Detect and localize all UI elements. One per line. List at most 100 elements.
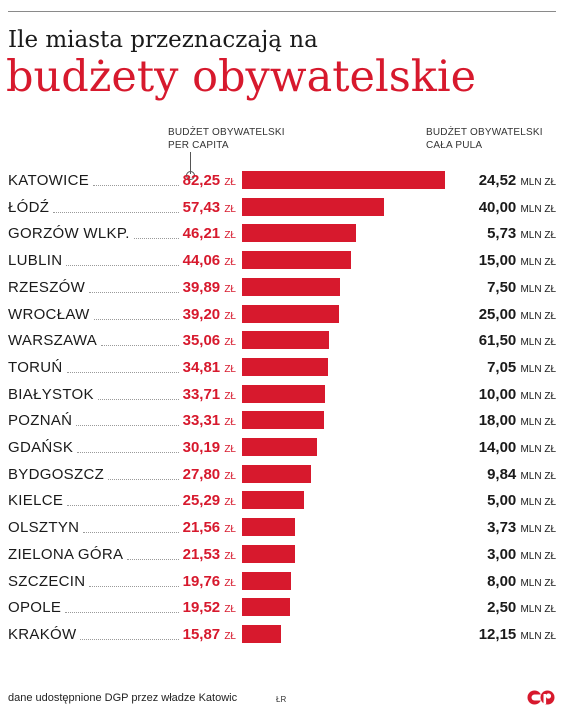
title-line-2: budżety obywatelskie bbox=[6, 52, 477, 102]
bar bbox=[242, 197, 384, 216]
total-value: 7,05 MLN ZŁ bbox=[487, 358, 556, 376]
author-credit: ŁR bbox=[276, 695, 287, 704]
total-unit: MLN ZŁ bbox=[520, 177, 556, 188]
table-row: BYDGOSZCZ 27,80 ZŁ 9,84 MLN ZŁ bbox=[0, 463, 562, 489]
per-capita-value: 57,43 ZŁ bbox=[182, 198, 236, 216]
city-label: LUBLIN bbox=[8, 252, 63, 270]
city-label: ŁÓDŹ bbox=[8, 198, 50, 216]
total-unit: MLN ZŁ bbox=[520, 283, 556, 295]
per-capita-unit: ZŁ bbox=[224, 470, 236, 482]
per-capita-value: 27,80 ZŁ bbox=[182, 465, 236, 483]
bar bbox=[242, 251, 351, 270]
per-capita-header-line-2: PER CAPITA bbox=[168, 140, 229, 151]
table-row: BIAŁYSTOK 33,71 ZŁ 10,00 MLN ZŁ bbox=[0, 383, 562, 409]
total-header-line-2: CAŁA PULA bbox=[426, 140, 483, 151]
total-unit: MLN ZŁ bbox=[520, 630, 556, 642]
total-unit: MLN ZŁ bbox=[520, 444, 556, 455]
publisher-logo-icon bbox=[527, 690, 555, 705]
total-unit: MLN ZŁ bbox=[520, 310, 556, 322]
total-value: 2,50 MLN ZŁ bbox=[487, 599, 556, 617]
total-value: 24,52 MLN ZŁ bbox=[478, 172, 556, 189]
total-header-line-1: BUDŻET OBYWATELSKI bbox=[426, 127, 543, 138]
per-capita-unit: ZŁ bbox=[224, 524, 236, 536]
leader-dots bbox=[83, 532, 179, 534]
per-capita-header: BUDŻET OBYWATELSKI PER CAPITA bbox=[168, 126, 285, 152]
total-value: 40,00 MLN ZŁ bbox=[478, 198, 556, 216]
leader-dots bbox=[76, 425, 179, 427]
city-label: BIAŁYSTOK bbox=[8, 385, 94, 403]
leader-dots bbox=[67, 505, 179, 507]
bar bbox=[242, 411, 325, 430]
total-unit: MLN ZŁ bbox=[520, 203, 556, 215]
per-capita-value: 44,06 ZŁ bbox=[182, 252, 236, 270]
bar bbox=[242, 304, 339, 323]
bar bbox=[242, 491, 305, 510]
city-label: GORZÓW WLKP. bbox=[8, 225, 130, 243]
leader-dots bbox=[67, 371, 179, 373]
total-value: 3,73 MLN ZŁ bbox=[487, 519, 556, 537]
bar bbox=[242, 224, 357, 243]
per-capita-unit: ZŁ bbox=[224, 444, 236, 455]
total-unit: MLN ZŁ bbox=[520, 337, 556, 349]
total-unit: MLN ZŁ bbox=[520, 470, 556, 482]
per-capita-unit: ZŁ bbox=[224, 310, 236, 322]
per-capita-unit: ZŁ bbox=[224, 177, 236, 188]
per-capita-value: 25,29 ZŁ bbox=[182, 492, 236, 510]
total-unit: MLN ZŁ bbox=[520, 497, 556, 509]
total-value: 5,73 MLN ZŁ bbox=[487, 225, 556, 243]
city-label: WARSZAWA bbox=[8, 332, 98, 350]
per-capita-value: 82,25 ZŁ bbox=[182, 172, 236, 189]
bar bbox=[242, 384, 326, 403]
table-row: KIELCE 25,29 ZŁ 5,00 MLN ZŁ bbox=[0, 489, 562, 515]
leader-dots bbox=[89, 585, 179, 587]
total-value: 61,50 MLN ZŁ bbox=[478, 332, 556, 350]
leader-dots bbox=[77, 452, 179, 453]
leader-dots bbox=[134, 238, 179, 240]
per-capita-value: 21,53 ZŁ bbox=[182, 545, 236, 563]
total-unit: MLN ZŁ bbox=[520, 604, 556, 616]
per-capita-unit: ZŁ bbox=[224, 390, 236, 402]
total-value: 10,00 MLN ZŁ bbox=[478, 385, 556, 403]
table-row: KATOWICE 82,25 ZŁ 24,52 MLN ZŁ bbox=[0, 169, 562, 195]
table-row: SZCZECIN 19,76 ZŁ 8,00 MLN ZŁ bbox=[0, 570, 562, 596]
city-label: KRAKÓW bbox=[8, 625, 77, 643]
table-row: POZNAŃ 33,31 ZŁ 18,00 MLN ZŁ bbox=[0, 409, 562, 435]
city-label: GDAŃSK bbox=[8, 439, 74, 456]
per-capita-unit: ZŁ bbox=[224, 257, 236, 269]
leader-dots bbox=[65, 612, 179, 614]
table-row: TORUŃ 34,81 ZŁ 7,05 MLN ZŁ bbox=[0, 356, 562, 382]
total-value: 18,00 MLN ZŁ bbox=[478, 412, 556, 430]
table-row: LUBLIN 44,06 ZŁ 15,00 MLN ZŁ bbox=[0, 249, 562, 275]
per-capita-unit: ZŁ bbox=[224, 363, 236, 375]
total-unit: MLN ZŁ bbox=[520, 577, 556, 589]
city-label: BYDGOSZCZ bbox=[8, 465, 105, 483]
header-pointer-line bbox=[190, 152, 191, 174]
city-label: TORUŃ bbox=[8, 358, 63, 376]
bar bbox=[242, 624, 282, 643]
per-capita-value: 34,81 ZŁ bbox=[182, 358, 236, 376]
table-row: OPOLE 19,52 ZŁ 2,50 MLN ZŁ bbox=[0, 596, 562, 622]
per-capita-unit: ZŁ bbox=[224, 230, 236, 242]
leader-dots bbox=[127, 558, 179, 560]
total-unit: MLN ZŁ bbox=[520, 257, 556, 269]
total-value: 25,00 MLN ZŁ bbox=[478, 305, 556, 323]
city-label: OPOLE bbox=[8, 599, 62, 617]
per-capita-value: 33,71 ZŁ bbox=[182, 385, 236, 403]
total-value: 15,00 MLN ZŁ bbox=[478, 252, 556, 270]
total-value: 12,15 MLN ZŁ bbox=[478, 625, 556, 643]
city-label: SZCZECIN bbox=[8, 572, 86, 590]
total-unit: MLN ZŁ bbox=[520, 230, 556, 242]
total-value: 5,00 MLN ZŁ bbox=[487, 492, 556, 510]
table-row: ZIELONA GÓRA 21,53 ZŁ 3,00 MLN ZŁ bbox=[0, 543, 562, 569]
bar bbox=[242, 357, 328, 376]
bar bbox=[242, 331, 329, 350]
leader-dots bbox=[53, 211, 179, 213]
city-label: WROCŁAW bbox=[8, 305, 90, 323]
table-row: ŁÓDŹ 57,43 ZŁ 40,00 MLN ZŁ bbox=[0, 196, 562, 222]
per-capita-unit: ZŁ bbox=[224, 283, 236, 295]
top-rule bbox=[8, 11, 556, 12]
city-label: KATOWICE bbox=[8, 172, 90, 189]
per-capita-unit: ZŁ bbox=[224, 630, 236, 642]
header-pointer-dot bbox=[186, 171, 195, 180]
leader-dots bbox=[101, 345, 179, 347]
